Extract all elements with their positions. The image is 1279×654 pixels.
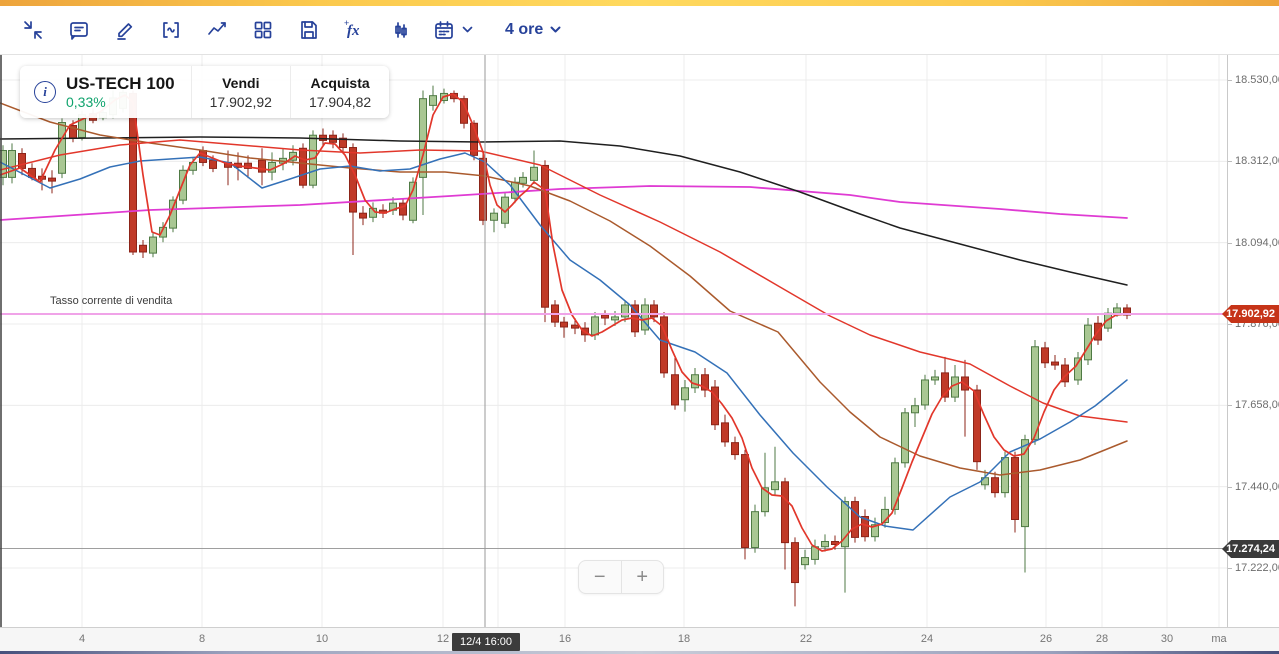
y-axis-label: 17.222,00: [1235, 562, 1279, 574]
price-axis: 18.530,0018.312,0018.094,0017.876,0017.6…: [1227, 55, 1279, 627]
change-percent: 0,33%: [66, 93, 106, 110]
y-axis-tick: [1228, 242, 1232, 244]
current-rate-label: Tasso corrente di vendita: [50, 295, 173, 307]
instrument-name: US-TECH 100: [66, 74, 175, 93]
x-axis-label: 18: [677, 633, 691, 645]
y-axis-tick: [1228, 161, 1232, 163]
window-left-edge: [0, 55, 2, 627]
compare-symbol-icon[interactable]: [386, 13, 416, 47]
buy-price: 17.904,82: [308, 93, 372, 110]
y-axis-tick: [1228, 568, 1232, 569]
x-axis-label: 22: [799, 633, 813, 645]
window-bottom-edge: [0, 651, 1279, 654]
x-axis-label: 16: [558, 633, 572, 645]
zoom-control: − +: [578, 560, 664, 594]
current-price-tag: 17.902,92: [1222, 304, 1279, 323]
x-axis-label: 8: [198, 633, 206, 645]
time-axis: 4810121416182224262830ma: [0, 627, 1279, 654]
svg-text:+: +: [344, 18, 349, 28]
x-axis-label: 26: [1039, 633, 1053, 645]
y-axis-tick: [1228, 486, 1232, 488]
x-axis-label: 28: [1095, 633, 1109, 645]
x-axis-label: 12: [436, 633, 450, 645]
sell-price: 17.902,92: [209, 93, 272, 110]
y-axis-tick: [1228, 405, 1232, 407]
y-axis-label: 17.440,00: [1235, 480, 1279, 493]
x-axis-label: 10: [315, 633, 329, 645]
timeframe-selector[interactable]: 4 ore: [505, 21, 561, 39]
chart-area[interactable]: [0, 55, 1279, 627]
window-accent-bar: [0, 0, 1279, 6]
sell-button[interactable]: Vendi 17.902,92: [190, 66, 290, 119]
buy-button[interactable]: Acquista 17.904,82: [289, 66, 389, 119]
trend-icon[interactable]: [202, 13, 232, 47]
draw-pencil-icon[interactable]: [110, 13, 140, 47]
y-axis-tick: [1228, 324, 1232, 325]
buy-label: Acquista: [310, 74, 370, 91]
y-axis-label: 18.530,00: [1235, 73, 1279, 86]
x-axis-label: ma: [1211, 633, 1227, 645]
crosshair-time-tooltip: 12/4 16:00: [452, 633, 520, 651]
y-axis-label: 18.312,00: [1235, 155, 1279, 168]
x-axis-label: 24: [920, 633, 934, 645]
save-icon[interactable]: [294, 13, 324, 47]
calendar-icon[interactable]: [432, 13, 473, 47]
indicators-icon[interactable]: [156, 13, 186, 47]
svg-text:fx: fx: [347, 23, 360, 39]
x-axis-label: 30: [1160, 633, 1174, 645]
zoom-out-button[interactable]: −: [579, 561, 622, 593]
functions-fx-icon[interactable]: fx +: [340, 13, 370, 47]
y-axis-label: 18.094,00: [1235, 236, 1279, 249]
zoom-in-button[interactable]: +: [636, 565, 649, 588]
instrument-header: i US-TECH 100 0,33% Vendi 17.902,92 Acqu…: [20, 66, 390, 119]
marked-low-tag: 17.274,24: [1222, 540, 1279, 558]
notes-icon[interactable]: [64, 13, 94, 47]
sell-label: Vendi: [222, 74, 260, 91]
collapse-icon[interactable]: [18, 13, 48, 47]
layout-grid-icon[interactable]: [248, 13, 278, 47]
chart-toolbar: fx + 4 ore: [0, 6, 1279, 55]
x-axis-label: 4: [78, 633, 86, 645]
y-axis-label: 17.658,00: [1235, 399, 1279, 412]
info-icon[interactable]: i: [34, 81, 56, 104]
timeframe-label: 4 ore: [505, 21, 544, 38]
y-axis-tick: [1228, 79, 1232, 81]
